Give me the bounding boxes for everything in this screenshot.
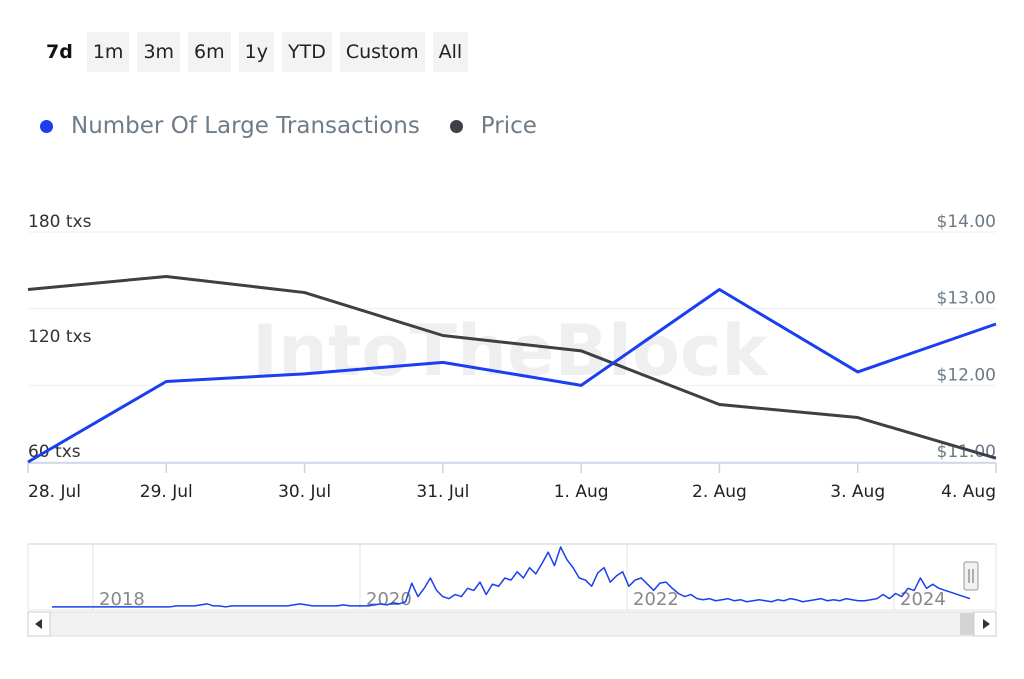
navigator-handle[interactable] (963, 561, 979, 591)
arrow-left-icon (35, 619, 42, 629)
legend-dot-large-transactions (40, 119, 53, 133)
gridlines (28, 231, 996, 463)
navigator-year-label: 2018 (99, 589, 145, 610)
range-selector: 7d 1m 3m 6m 1y YTD Custom All (40, 32, 476, 72)
range-button-7d[interactable]: 7d (40, 32, 79, 72)
y-right-tick-label: $12.00 (937, 365, 996, 385)
navigator-year-label: 2024 (900, 589, 946, 610)
scrollbar-thumb[interactable] (960, 613, 974, 635)
x-tick-label: 4. Aug (941, 482, 996, 502)
y-left-tick-label: 180 txs (28, 212, 92, 232)
x-tick-label: 28. Jul (28, 482, 81, 502)
y-right-tick-label: $11.00 (937, 442, 996, 462)
axes: 60 txs 120 txs 180 txs $11.00 $12.00 $13.00 $1… (27, 212, 997, 502)
navigator-series-line (52, 546, 971, 608)
x-tick-label: 30. Jul (278, 482, 331, 502)
y-left-tick-label: 120 txs (28, 327, 92, 347)
navigator: 2018 2020 2022 2024 (27, 543, 997, 637)
y-left-tick-label: 60 txs (28, 442, 81, 462)
range-button-custom[interactable]: Custom (339, 32, 425, 72)
series-line-large-transactions[interactable] (27, 288, 997, 464)
x-tick-label: 3. Aug (830, 482, 885, 502)
range-button-3m[interactable]: 3m (137, 32, 181, 72)
legend-label-price: Price (480, 113, 537, 139)
legend-item-large-transactions[interactable]: Number Of Large Transactions (40, 113, 420, 139)
navigator-year-label: 2022 (633, 589, 679, 610)
x-tick-label: 29. Jul (140, 482, 193, 502)
x-tick-label: 31. Jul (416, 482, 469, 502)
y-right-tick-label: $14.00 (937, 212, 996, 232)
range-button-6m[interactable]: 6m (188, 32, 231, 72)
range-button-1m[interactable]: 1m (86, 32, 130, 72)
x-tick-label: 1. Aug (554, 482, 609, 502)
range-button-1y[interactable]: 1y (238, 32, 274, 72)
arrow-right-icon (983, 619, 990, 629)
legend-label-large-transactions: Number Of Large Transactions (71, 113, 420, 139)
legend-dot-price (449, 119, 463, 133)
legend-item-price[interactable]: Price (449, 113, 537, 139)
series-line-price[interactable] (27, 274, 997, 460)
chart-legend: Number Of Large Transactions Price (40, 110, 567, 142)
watermark-text: IntoTheBlock (252, 310, 769, 392)
range-button-all[interactable]: All (432, 32, 469, 72)
scrollbar-track[interactable] (27, 611, 997, 637)
y-right-tick-label: $13.00 (937, 289, 996, 309)
range-button-ytd[interactable]: YTD (282, 32, 332, 72)
plot-area (27, 274, 997, 464)
navigator-year-label: 2020 (366, 589, 412, 610)
x-tick-label: 2. Aug (692, 482, 747, 502)
navigator-frame (27, 543, 997, 611)
